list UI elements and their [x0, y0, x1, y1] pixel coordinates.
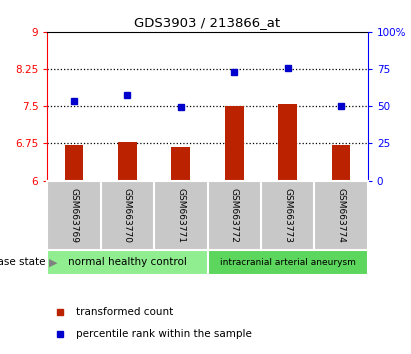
Text: disease state: disease state [0, 257, 45, 267]
Text: intracranial arterial aneurysm: intracranial arterial aneurysm [220, 258, 356, 267]
Bar [171, 147, 190, 181]
Text: transformed count: transformed count [76, 307, 173, 317]
Text: GSM663770: GSM663770 [123, 188, 132, 242]
Text: percentile rank within the sample: percentile rank within the sample [76, 329, 252, 339]
Bar [65, 145, 83, 181]
Bar [118, 142, 137, 181]
Text: GSM663774: GSM663774 [337, 188, 346, 242]
Text: GSM663772: GSM663772 [230, 188, 239, 242]
Bar [225, 106, 244, 181]
Text: GSM663769: GSM663769 [69, 188, 79, 242]
Text: ▶: ▶ [49, 257, 58, 267]
Bar [208, 250, 368, 275]
Title: GDS3903 / 213866_at: GDS3903 / 213866_at [134, 16, 281, 29]
Text: GSM663771: GSM663771 [176, 188, 185, 242]
Bar [278, 104, 297, 181]
Text: GSM663773: GSM663773 [283, 188, 292, 242]
Bar [47, 250, 208, 275]
Bar [332, 145, 351, 181]
Text: normal healthy control: normal healthy control [68, 257, 187, 267]
